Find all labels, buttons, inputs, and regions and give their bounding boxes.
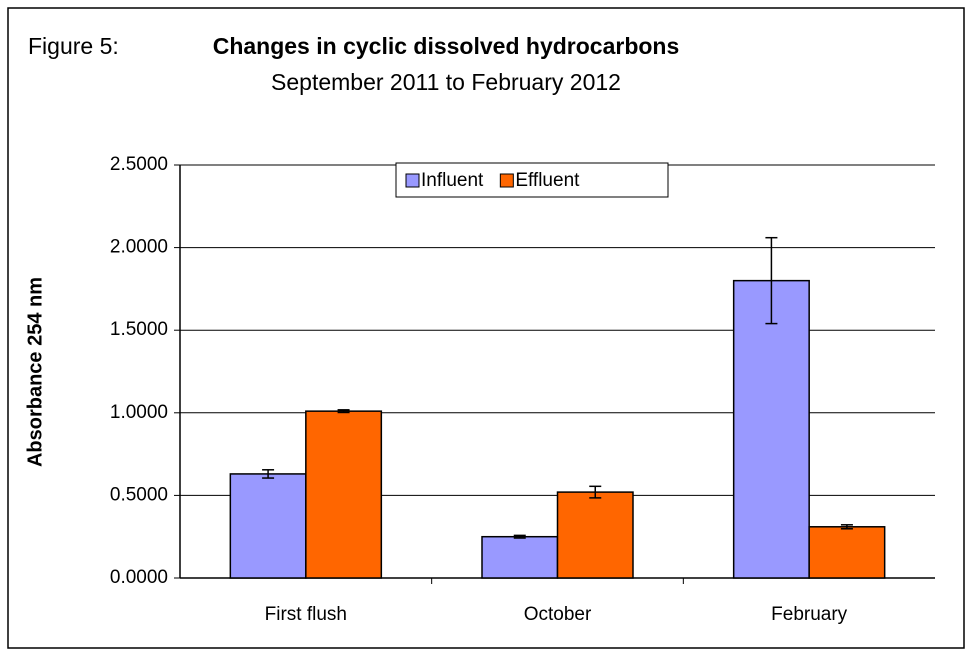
legend-box: [395, 162, 669, 198]
legend-label: Effluent: [515, 170, 580, 191]
y-tick-label: 0.0000: [110, 567, 168, 588]
y-tick-label: 2.5000: [110, 154, 168, 175]
legend-swatch: [405, 173, 420, 188]
bar: [808, 526, 886, 579]
y-tick-label: 0.5000: [110, 484, 168, 505]
bar: [556, 491, 634, 579]
y-tick-label: 1.5000: [110, 319, 168, 340]
bar: [305, 410, 383, 579]
y-tick-label: 1.0000: [110, 402, 168, 423]
bar: [229, 473, 307, 579]
bar: [732, 279, 810, 579]
legend-label: Influent: [421, 170, 484, 191]
y-tick-label: 2.0000: [110, 237, 168, 258]
legend-swatch: [499, 173, 514, 188]
x-tick-label: October: [524, 604, 592, 625]
chart-subtitle: September 2011 to February 2012: [271, 69, 621, 95]
chart-title: Changes in cyclic dissolved hydrocarbons: [213, 33, 680, 59]
figure-label: Figure 5:: [28, 33, 119, 59]
x-tick-label: First flush: [265, 604, 347, 625]
x-tick-label: February: [771, 604, 848, 625]
y-axis-label: Absorbance 254 nm: [24, 277, 46, 467]
bar: [481, 535, 559, 579]
